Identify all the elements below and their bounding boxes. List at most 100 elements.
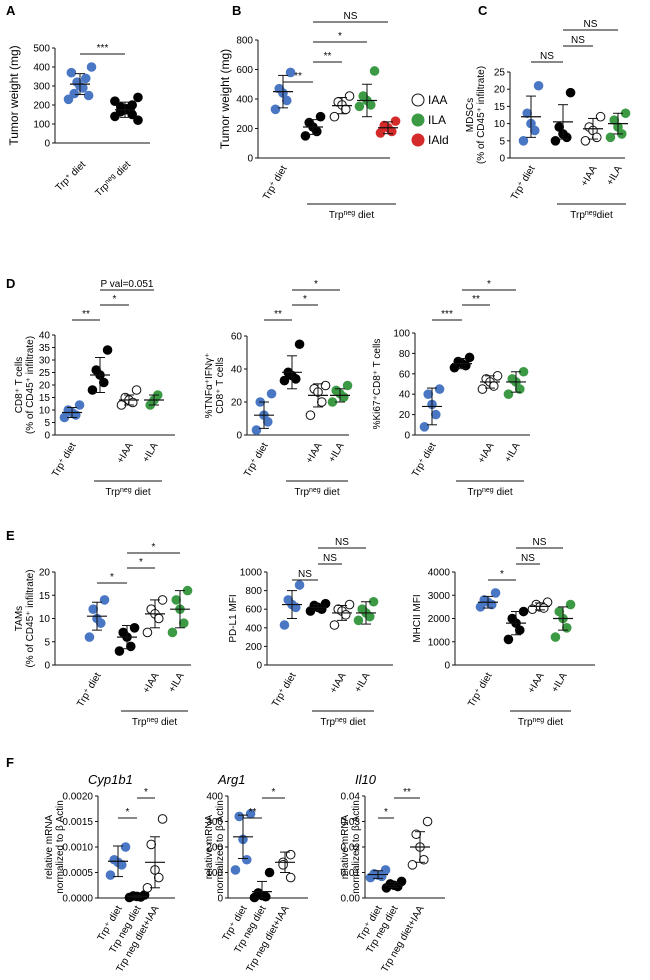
x-tick-label: Trp+ diet	[242, 441, 271, 480]
data-point	[83, 90, 94, 101]
y-tick-label: 60	[399, 369, 411, 380]
data-point	[110, 111, 120, 122]
significance-label: **	[403, 787, 411, 798]
y-axis-label: normalized to β Actin	[215, 800, 226, 894]
data-point	[260, 891, 271, 902]
x-tick-label: +IAA	[476, 441, 497, 466]
data-point	[230, 865, 241, 875]
data-point	[340, 609, 351, 620]
data-point	[550, 632, 561, 642]
data-point	[270, 104, 281, 115]
x-axis-label: Trpneg diet	[329, 210, 374, 222]
data-point	[344, 91, 355, 101]
data-point	[591, 132, 602, 143]
y-tick-label: 35	[39, 343, 51, 354]
data-point	[464, 352, 475, 363]
y-tick-label: 800	[236, 36, 253, 47]
legend-marker	[411, 113, 425, 127]
data-point	[316, 397, 327, 407]
data-point	[251, 425, 262, 435]
significance-label: **	[82, 309, 90, 320]
data-point	[290, 374, 301, 384]
data-point	[342, 380, 353, 391]
data-point	[488, 381, 499, 391]
legend-label: ILA	[428, 113, 446, 127]
data-point	[550, 136, 561, 146]
data-point	[171, 595, 182, 605]
data-point	[329, 111, 340, 122]
legend-marker	[411, 93, 425, 107]
data-point	[538, 603, 549, 613]
significance-label: ***	[97, 43, 109, 54]
y-tick-label: 0.01	[341, 868, 361, 879]
y-axis-label: (% of CD45⁺ infiltrate)	[25, 569, 36, 667]
y-axis-label: relative mRNA	[340, 814, 351, 879]
x-tick-label: +IAA	[328, 671, 349, 696]
x-tick-label: Trpneg diet	[93, 159, 133, 199]
data-point	[86, 62, 97, 72]
data-point	[279, 620, 290, 630]
panel-label-b: B	[232, 3, 241, 18]
x-tick-label: +IAA	[141, 671, 162, 696]
panel-label-c: C	[478, 3, 488, 18]
y-tick-label: 0.03	[341, 817, 361, 828]
significance-label: *	[338, 31, 342, 42]
data-point	[279, 375, 290, 386]
y-axis-label: TAMs	[14, 606, 25, 631]
data-point	[120, 842, 131, 852]
x-tick-label: Trp+ diet	[50, 441, 79, 480]
data-point	[290, 602, 301, 613]
data-point	[285, 872, 296, 883]
data-point	[63, 94, 74, 105]
data-point	[375, 128, 386, 138]
data-point	[133, 115, 143, 125]
y-tick-label: 600	[236, 65, 253, 76]
data-point	[153, 872, 164, 883]
data-point	[390, 116, 401, 126]
x-tick-label: +ILA	[141, 441, 161, 465]
significance-label: ***	[441, 309, 453, 320]
data-point	[369, 66, 380, 76]
data-point	[88, 604, 99, 615]
y-tick-label: 400	[33, 63, 50, 74]
y-tick-label: 0	[217, 894, 223, 905]
data-point	[262, 417, 273, 427]
data-point	[241, 854, 252, 865]
significance-label: *	[487, 279, 491, 290]
data-point	[300, 131, 311, 141]
x-tick-label: Trp neg diet+IAA	[245, 904, 292, 975]
panel-label-f: F	[6, 755, 14, 770]
x-tick-label: +ILA	[327, 441, 347, 465]
data-point	[178, 618, 189, 628]
y-axis-label: (% of CD45⁺ infiltrate)	[25, 336, 36, 434]
y-tick-label: 0	[44, 431, 50, 442]
data-point	[565, 599, 576, 610]
legend-marker	[411, 133, 425, 147]
significance-label: NS	[540, 51, 554, 62]
data-point	[316, 604, 327, 615]
data-point	[153, 613, 164, 624]
y-tick-label: 40	[399, 390, 411, 401]
y-tick-label: 15	[39, 591, 51, 602]
x-tick-label: Trp+ diet	[270, 671, 299, 710]
chart-e1: 0 5 10 15 20 TAMs (% of CD45⁺ infiltrate) * * * Tr…	[14, 542, 193, 728]
data-point	[561, 132, 572, 143]
data-point	[146, 839, 157, 850]
data-point	[354, 101, 365, 112]
y-axis-label: PD-L1 MFI	[228, 594, 239, 642]
data-point	[477, 384, 488, 394]
data-point	[99, 595, 110, 605]
data-point	[490, 588, 501, 598]
y-axis-label: CD8⁺ T cells	[14, 357, 25, 414]
significance-label: NS	[584, 19, 598, 30]
significance-label: *	[500, 569, 504, 580]
x-tick-label: +ILA	[167, 671, 187, 695]
data-point	[95, 618, 106, 628]
x-axis-label: Trpneg diet	[518, 717, 563, 729]
data-point	[105, 870, 116, 880]
panel-label-e: E	[6, 528, 15, 543]
x-tick-label: Trp+ diet	[53, 159, 88, 194]
y-tick-label: 0.0005	[62, 868, 93, 879]
significance-label: *	[113, 294, 117, 305]
